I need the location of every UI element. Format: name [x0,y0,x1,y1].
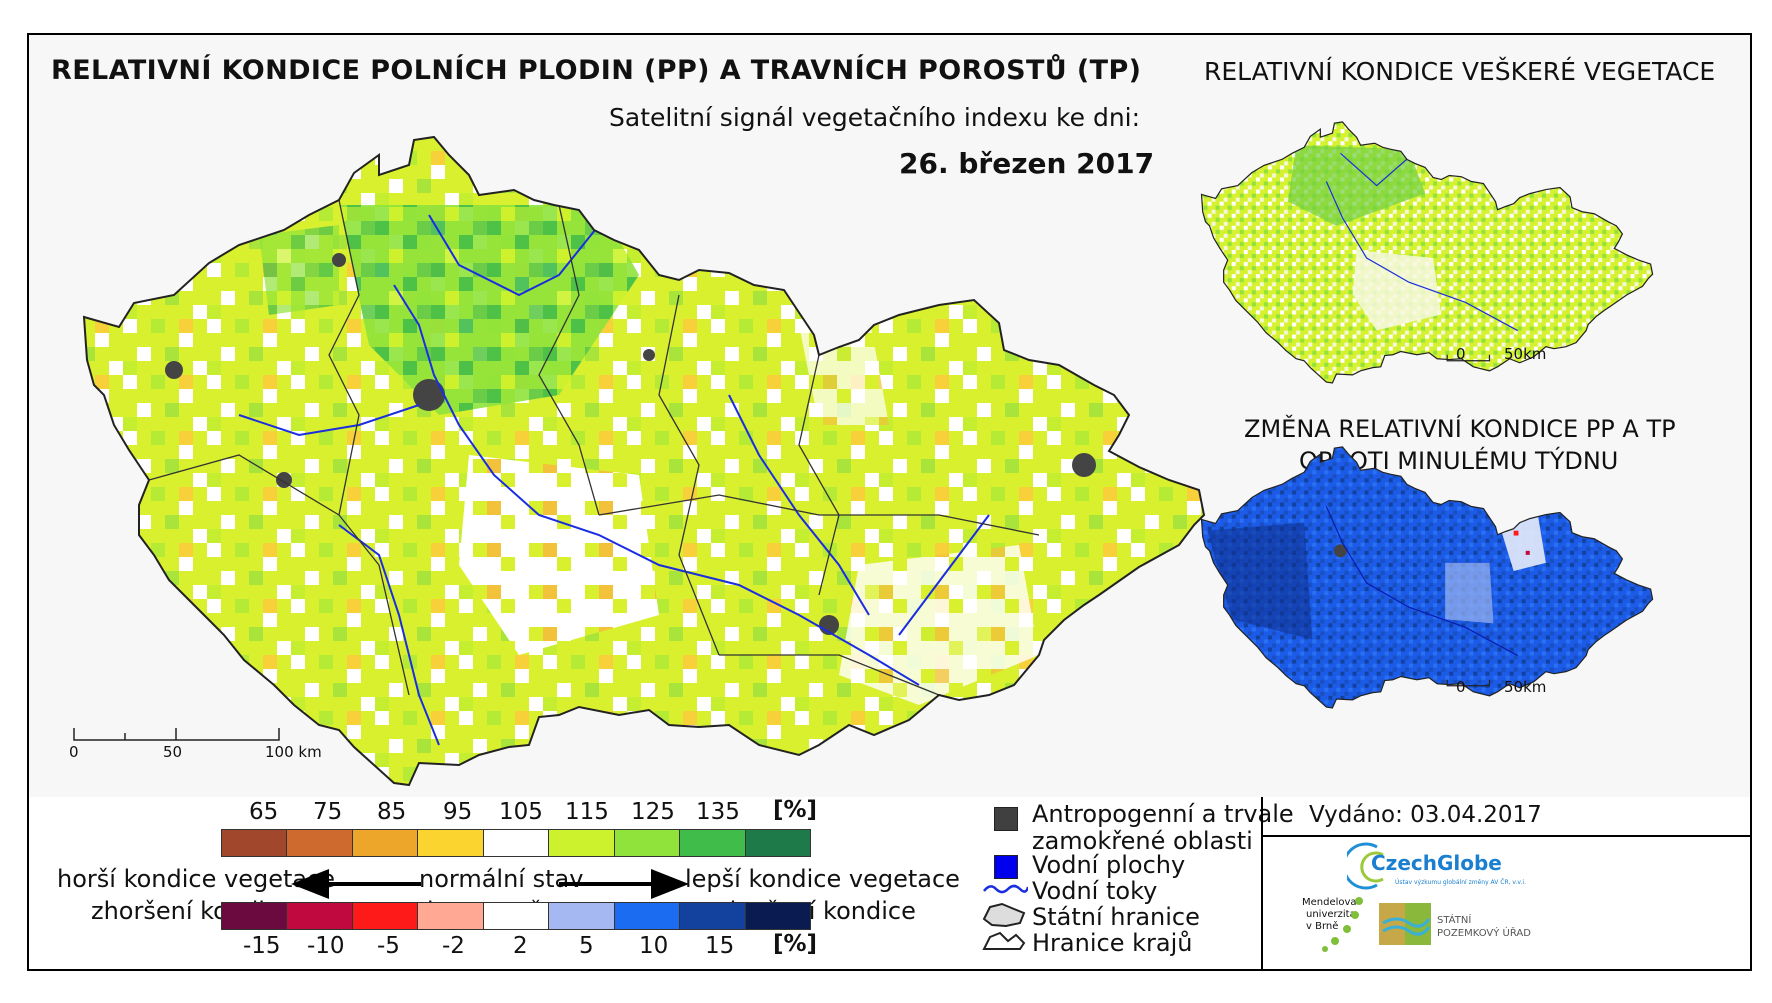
chg-tick-2: 2 [513,933,528,959]
mendel-label-1: Mendelova [1302,897,1357,908]
change-color-scale [221,902,811,930]
chg-tick-m15: -15 [243,933,281,959]
region-border-label: Hranice krajů [1032,929,1193,957]
cond-tick-125: 125 [631,799,675,825]
change-swatch-1 [287,903,353,929]
better-vegetation-label: lepší kondice vegetace [685,865,960,893]
inset1-scale-50: 50km [1504,345,1547,363]
normal-state-label: normální stav [419,865,584,893]
czechglobe-logo [1347,842,1384,890]
all-vegetation-title: RELATIVNÍ KONDICE VEŠKERÉ VEGETACE [1204,57,1716,86]
issued-date: Vydáno: 03.04.2017 [1309,802,1542,828]
change-title-line1: ZMĚNA RELATIVNÍ KONDICE PP A TP [1244,415,1676,443]
condition-swatch-7 [680,830,746,856]
spu-logo-icon [1379,903,1431,945]
mendel-label-3: v Brně [1306,921,1339,932]
change-swatch-3 [418,903,484,929]
cond-tick-75: 75 [313,799,343,825]
mendel-label-2: univerzita [1306,909,1356,920]
condition-swatch-3 [418,830,484,856]
anthropogenic-label-1: Antropogenní a trvale [1032,800,1294,828]
change-map [1200,446,1654,709]
chg-tick-m10: -10 [307,933,345,959]
change-swatch-7 [680,903,746,929]
cond-tick-115: 115 [565,799,609,825]
inset1-scale-0: 0 [1456,345,1466,363]
worse-vegetation-label: horší kondice vegetace [57,865,336,893]
cond-tick-95: 95 [443,799,473,825]
map-date: 26. březen 2017 [899,147,1155,180]
anthropogenic-swatch [994,807,1018,831]
scale-label-100: 100 km [265,743,322,761]
spu-label-2: POZEMKOVÝ ÚŘAD [1437,928,1531,939]
czechglobe-label: CzechGlobe [1371,851,1502,875]
map-frame: RELATIVNÍ KONDICE POLNÍCH PLODIN (PP) A … [27,33,1752,971]
condition-swatch-1 [287,830,353,856]
state-border-icon [982,902,1026,928]
cond-tick-105: 105 [499,799,543,825]
state-border-label: Státní hranice [1032,903,1200,931]
all-vegetation-map [1200,121,1654,384]
chg-tick-10: 10 [639,933,669,959]
change-swatch-8 [745,903,810,929]
chg-tick-m2: -2 [442,933,465,959]
anthropogenic-label-2: zamokřené oblasti [1032,827,1253,855]
change-swatch-5 [549,903,615,929]
right-arrow-icon [559,869,689,899]
inset2-scale-0: 0 [1456,678,1466,696]
main-scale-bar [73,728,280,741]
map-panel: RELATIVNÍ KONDICE POLNÍCH PLODIN (PP) A … [29,35,1750,799]
main-title: RELATIVNÍ KONDICE POLNÍCH PLODIN (PP) A … [51,55,1142,86]
region-border-icon [982,931,1026,950]
czechglobe-sub: Ústav výzkumu globální změny AV ČR, v.v.… [1395,879,1526,886]
condition-swatch-2 [352,830,419,856]
condition-color-scale [221,829,811,857]
condition-swatch-6 [614,830,681,856]
condition-swatch-5 [549,830,615,856]
scale-label-0: 0 [69,743,79,761]
water-swatch [994,855,1018,879]
info-divider [1261,835,1750,837]
info-box [1261,797,1552,969]
left-arrow-icon [291,869,421,899]
change-swatch-6 [614,903,681,929]
signal-subtitle: Satelitní signál vegetačního indexu ke d… [609,103,1141,132]
change-swatch-2 [352,903,419,929]
cond-tick-135: 135 [696,799,740,825]
cond-tick-65: 65 [249,799,279,825]
change-swatch-0 [222,903,288,929]
scale-label-50: 50 [163,743,183,761]
mendel-logo-dots [1322,897,1363,952]
spu-label-1: STÁTNÍ [1437,915,1472,926]
inset2-scale-50: 50km [1504,678,1547,696]
main-condition-map [73,136,1205,786]
change-swatch-4 [483,903,550,929]
chg-tick-15: 15 [705,933,735,959]
condition-swatch-8 [745,830,810,856]
cond-unit: [%] [773,797,818,823]
chg-unit: [%] [773,931,818,957]
chg-tick-5: 5 [579,933,594,959]
condition-swatch-0 [222,830,288,856]
condition-swatch-4 [483,830,550,856]
river-line-icon [983,884,1028,894]
legend-panel: 65 75 85 95 105 115 125 135 [%] horší ko… [29,797,1750,969]
water-areas-label: Vodní plochy [1032,851,1186,879]
water-streams-label: Vodní toky [1032,877,1158,905]
chg-tick-m5: -5 [377,933,400,959]
cond-tick-85: 85 [377,799,407,825]
